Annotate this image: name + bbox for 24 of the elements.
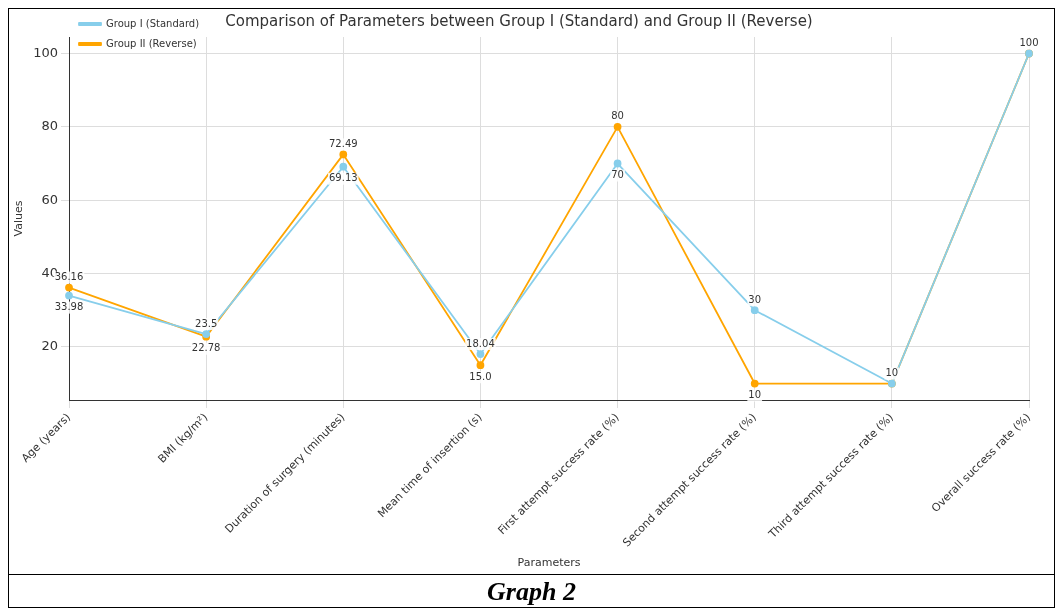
data-label: 70	[611, 169, 624, 181]
legend-label: Group I (Standard)	[106, 17, 200, 29]
y-tick-label: 60	[41, 191, 59, 207]
y-tick-label: 20	[41, 338, 59, 354]
data-label: 10	[885, 367, 899, 379]
legend-label: Group II (Reverse)	[106, 37, 197, 49]
chart-title: Comparison of Parameters between Group I (Standard) and Group II (Reverse)	[225, 11, 813, 30]
y-tick-label: 80	[41, 118, 59, 134]
data-label: 15.0	[469, 370, 492, 382]
data-label: 23.5	[195, 317, 218, 329]
data-label: 80	[611, 110, 624, 122]
data-label: 22.78	[191, 342, 221, 354]
caption: Graph 2	[9, 574, 1054, 607]
data-label: 69.13	[328, 172, 358, 184]
data-label: 10	[748, 389, 762, 401]
data-label: 30	[748, 293, 762, 305]
data-label: 100	[1019, 37, 1039, 49]
y-axis-title: Values	[12, 200, 26, 237]
data-label: 72.49	[328, 137, 358, 149]
data-label: 36.16	[54, 271, 84, 283]
data-label: 18.04	[466, 337, 495, 349]
x-axis-title: Parameters	[517, 556, 581, 570]
y-tick-label: 100	[33, 44, 59, 60]
data-label: 33.98	[54, 301, 84, 313]
